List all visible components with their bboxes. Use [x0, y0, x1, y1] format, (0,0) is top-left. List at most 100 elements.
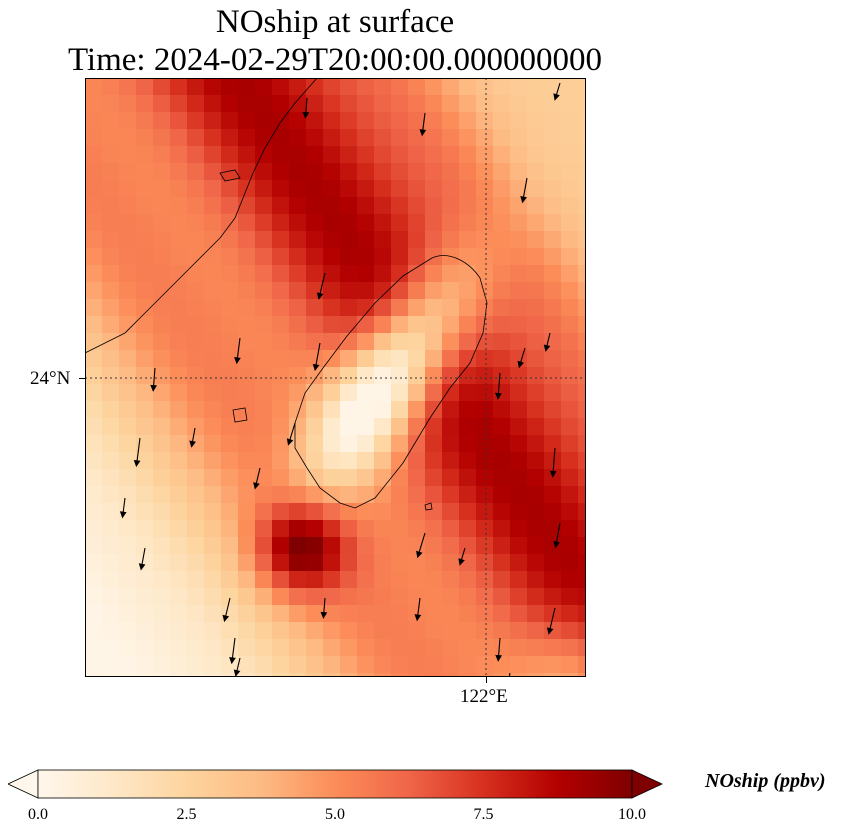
grid-cell — [561, 95, 579, 113]
grid-cell — [153, 299, 171, 317]
grid-cell — [459, 316, 477, 334]
grid-cell — [374, 418, 392, 436]
grid-cell — [425, 163, 443, 181]
grid-cell — [459, 333, 477, 351]
grid-cell — [85, 588, 103, 606]
grid-cell — [493, 452, 511, 470]
grid-cell — [357, 622, 375, 640]
grid-cell — [340, 537, 358, 555]
grid-cell — [306, 605, 324, 623]
grid-cell — [272, 520, 290, 538]
grid-cell — [578, 503, 586, 521]
grid-cell — [527, 180, 545, 198]
grid-cell — [102, 248, 120, 266]
grid-cell — [408, 571, 426, 589]
grid-cell — [136, 588, 154, 606]
grid-cell — [561, 639, 579, 657]
grid-cell — [561, 605, 579, 623]
grid-cell — [578, 146, 586, 164]
grid-cell — [459, 639, 477, 657]
grid-cell — [306, 197, 324, 215]
grid-cell — [374, 112, 392, 130]
grid-cell — [510, 299, 528, 317]
grid-cell — [136, 605, 154, 623]
grid-cell — [119, 452, 137, 470]
island-1 — [219, 169, 241, 182]
grid-cell — [476, 299, 494, 317]
grid-cell — [306, 299, 324, 317]
grid-cell — [153, 214, 171, 232]
grid-cell — [544, 554, 562, 572]
grid-cell — [255, 435, 273, 453]
grid-cell — [170, 622, 188, 640]
grid-cell — [306, 571, 324, 589]
grid-cell — [527, 112, 545, 130]
grid-cell — [374, 333, 392, 351]
grid-cell — [289, 231, 307, 249]
grid-cell — [238, 95, 256, 113]
grid-cell — [493, 112, 511, 130]
grid-cell — [527, 333, 545, 351]
grid-cell — [85, 180, 103, 198]
grid-cell — [425, 435, 443, 453]
grid-cell — [544, 571, 562, 589]
grid-cell — [221, 673, 239, 677]
grid-cell — [289, 418, 307, 436]
grid-cell — [255, 112, 273, 130]
grid-cell — [442, 673, 460, 677]
grid-cell — [578, 673, 586, 677]
lon-tick-label: 122°E — [460, 686, 508, 707]
grid-cell — [493, 180, 511, 198]
grid-cell — [493, 588, 511, 606]
island-3 — [424, 502, 433, 511]
grid-cell — [374, 639, 392, 657]
grid-cell — [476, 112, 494, 130]
grid-cell — [85, 639, 103, 657]
concentration-grid — [85, 78, 586, 677]
grid-cell — [510, 384, 528, 402]
island-2 — [232, 407, 248, 423]
grid-cell — [425, 571, 443, 589]
grid-cell — [493, 163, 511, 181]
grid-cell — [408, 469, 426, 487]
grid-cell — [255, 248, 273, 266]
grid-cell — [425, 588, 443, 606]
grid-cell — [323, 231, 341, 249]
grid-cell — [102, 401, 120, 419]
grid-cell — [544, 520, 562, 538]
grid-cell — [255, 78, 273, 96]
grid-cell — [442, 231, 460, 249]
grid-cell — [102, 95, 120, 113]
grid-cell — [391, 588, 409, 606]
grid-cell — [578, 605, 586, 623]
grid-cell — [374, 384, 392, 402]
grid-cell — [85, 248, 103, 266]
grid-cell — [306, 588, 324, 606]
grid-cell — [561, 520, 579, 538]
grid-cell — [561, 248, 579, 266]
grid-cell — [357, 571, 375, 589]
grid-cell — [544, 299, 562, 317]
grid-cell — [187, 299, 205, 317]
grid-cell — [493, 214, 511, 232]
grid-cell — [340, 316, 358, 334]
grid-cell — [170, 248, 188, 266]
grid-cell — [119, 401, 137, 419]
grid-cell — [391, 231, 409, 249]
grid-cell — [391, 401, 409, 419]
grid-cell — [289, 146, 307, 164]
grid-cell — [561, 571, 579, 589]
colorbar-extend-low — [8, 769, 39, 799]
grid-cell — [102, 163, 120, 181]
grid-cell — [578, 401, 586, 419]
grid-cell — [323, 316, 341, 334]
grid-cell — [578, 520, 586, 538]
grid-cell — [170, 571, 188, 589]
grid-cell — [238, 129, 256, 147]
grid-cell — [561, 367, 579, 385]
grid-cell — [272, 197, 290, 215]
grid-cell — [255, 452, 273, 470]
grid-cell — [391, 503, 409, 521]
grid-cell — [255, 384, 273, 402]
grid-cell — [527, 384, 545, 402]
